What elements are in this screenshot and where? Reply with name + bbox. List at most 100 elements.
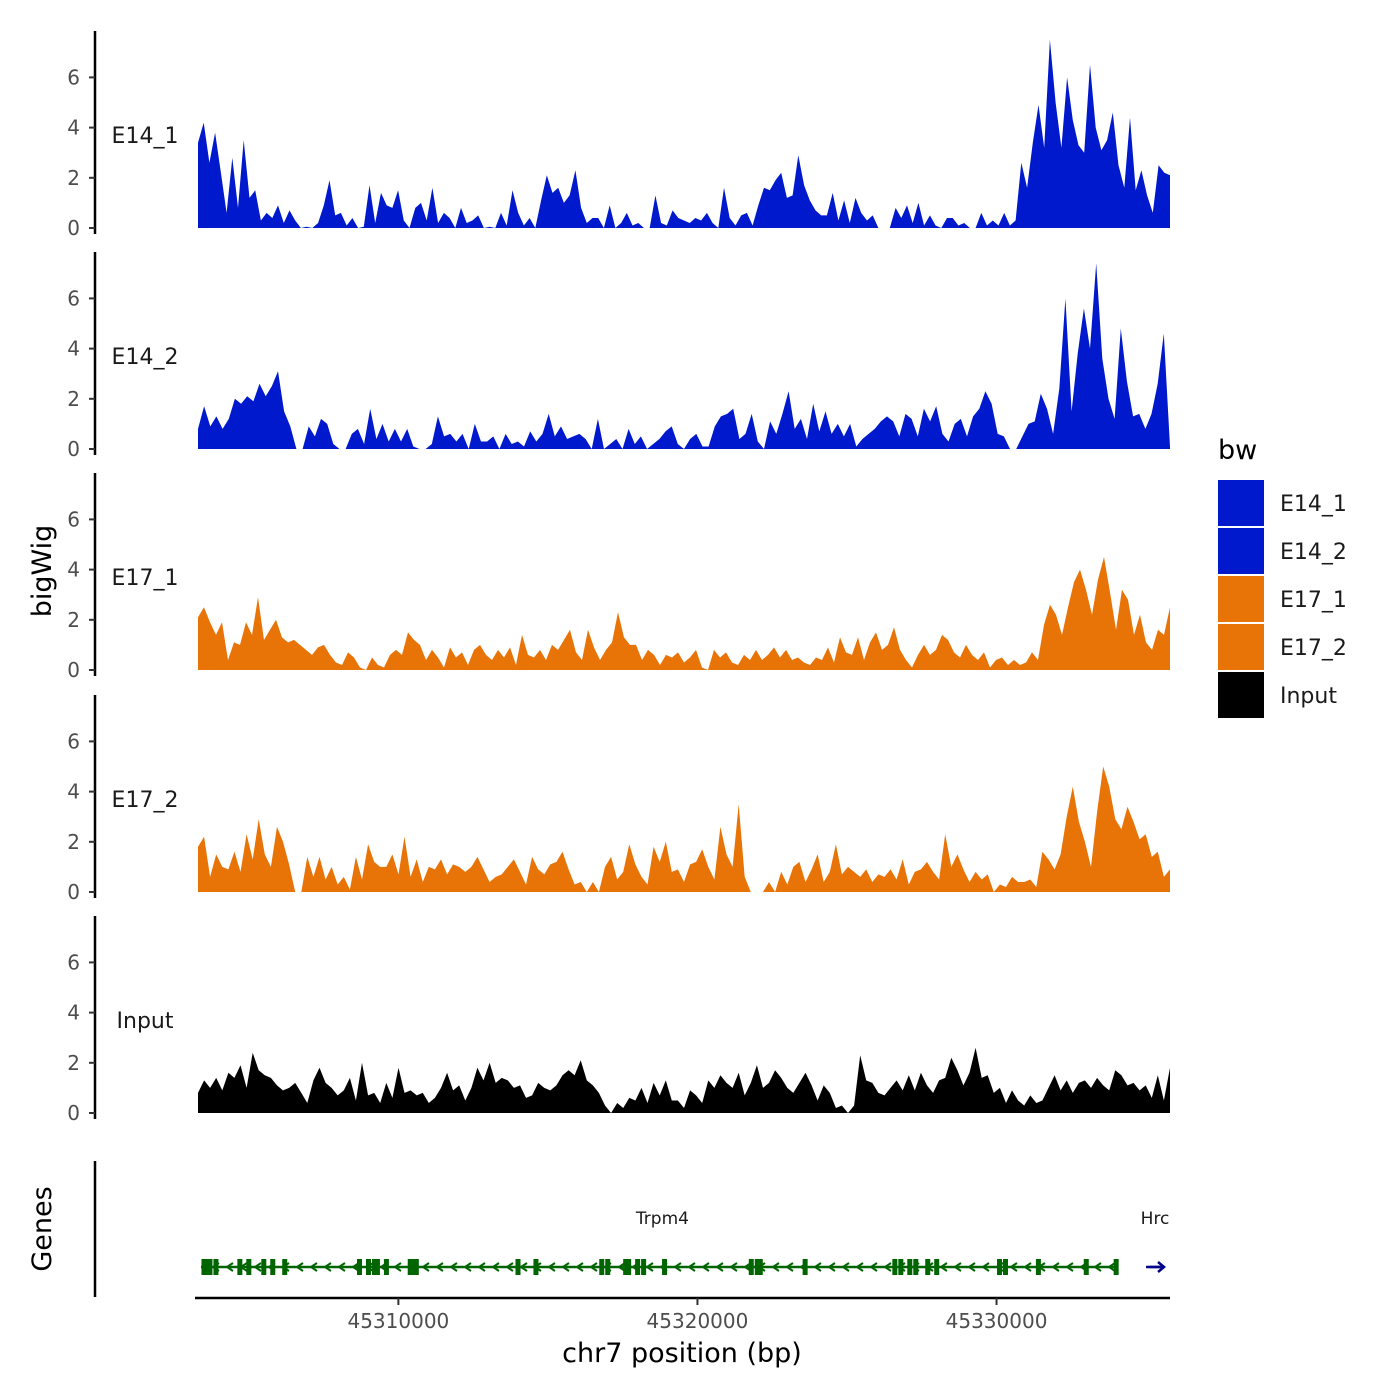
strand-arrow <box>1093 1262 1102 1272</box>
y-tick-label: 2 <box>67 166 80 190</box>
strand-arrow <box>337 1262 346 1272</box>
y-axis-title: bigWig <box>27 525 58 618</box>
track-panel-e14_1: 0 2 4 6 E14_1 <box>67 31 1170 240</box>
exon <box>907 1259 913 1275</box>
strand-arrow <box>463 1262 472 1272</box>
y-tick-label: 2 <box>67 1051 80 1075</box>
strand-arrow <box>883 1262 892 1272</box>
legend-item-e14_2: E14_2 <box>1218 528 1347 574</box>
x-axis: 45310000 45320000 45330000 <box>195 1296 1170 1333</box>
y-tick-label: 4 <box>67 558 80 582</box>
exon <box>237 1259 243 1275</box>
track-panel-e14_2: 0 2 4 6 E14_2 <box>67 252 1170 461</box>
y-tick-label: 4 <box>67 780 80 804</box>
legend-items: E14_1 E14_2 E17_1 E17_2 Input <box>1218 480 1347 718</box>
exon <box>1003 1259 1009 1275</box>
exon <box>270 1259 276 1275</box>
strand-arrow <box>953 1262 962 1272</box>
exon <box>997 1259 1003 1275</box>
strand-arrow <box>225 1262 234 1272</box>
strand-arrow <box>393 1262 402 1272</box>
strand-arrow <box>827 1262 836 1272</box>
y-tick-label: 2 <box>67 387 80 411</box>
legend-item-e14_1: E14_1 <box>1218 480 1347 526</box>
strand-arrow <box>687 1262 696 1272</box>
track-label: E14_1 <box>112 124 179 149</box>
strand-arrow <box>785 1262 794 1272</box>
exon <box>641 1259 647 1275</box>
exon <box>383 1259 389 1275</box>
strand-arrow <box>981 1262 990 1272</box>
strand-arrow <box>673 1262 682 1272</box>
strand-arrow <box>561 1262 570 1272</box>
exon <box>623 1259 629 1275</box>
strand-arrow <box>701 1262 710 1272</box>
strand-arrow <box>309 1262 318 1272</box>
exon <box>1083 1259 1089 1275</box>
y-tick-label: 0 <box>67 880 80 904</box>
strand-arrow <box>547 1262 556 1272</box>
y-tick-label: 6 <box>67 286 80 310</box>
strand-arrow <box>253 1262 262 1272</box>
track-panel-e17_2: 0 2 4 6 E17_2 <box>67 695 1170 904</box>
strand-arrow <box>729 1262 738 1272</box>
strand-arrow <box>1023 1262 1032 1272</box>
y-tick-label: 4 <box>67 1001 80 1025</box>
track-label: E17_2 <box>112 788 179 813</box>
y-tick-label: 2 <box>67 830 80 854</box>
exon <box>365 1259 371 1275</box>
strand-arrow <box>715 1262 724 1272</box>
y-tick-label: 4 <box>67 337 80 361</box>
y-tick-label: 0 <box>67 216 80 240</box>
legend-swatch <box>1218 528 1264 574</box>
legend-label: E17_2 <box>1280 636 1347 661</box>
strand-arrow <box>505 1262 514 1272</box>
y-tick-label: 0 <box>67 437 80 461</box>
y-tick-label: 0 <box>67 658 80 682</box>
exon <box>605 1259 611 1275</box>
exon <box>407 1259 419 1275</box>
gene-label: Hrc <box>1141 1209 1170 1229</box>
legend-swatch <box>1218 672 1264 718</box>
strand-arrow <box>323 1262 332 1272</box>
strand-arrow <box>841 1262 850 1272</box>
strand-arrow <box>855 1262 864 1272</box>
track-label: E14_2 <box>112 345 179 370</box>
gene-trpm4: Trpm4 <box>200 1209 1119 1275</box>
strand-arrow <box>519 1262 528 1272</box>
exon <box>626 1259 632 1275</box>
exon <box>757 1259 763 1275</box>
strand-arrow <box>295 1262 304 1272</box>
strand-arrow <box>617 1262 626 1272</box>
track-label: Input <box>117 1009 174 1034</box>
strand-arrow <box>589 1262 598 1272</box>
y-tick-label: 0 <box>67 1101 80 1125</box>
x-tick-label: 45320000 <box>647 1309 749 1333</box>
strand-arrow <box>1065 1262 1074 1272</box>
signal-area-e17_1 <box>198 557 1170 670</box>
exon <box>261 1259 267 1275</box>
exon <box>802 1259 808 1275</box>
tracks-layer: 0 2 4 6 E14_1 0 2 4 6 E14_2 0 2 4 6 E17_1 0 2 4 6 E17_2 0 2 4 6… <box>67 31 1170 1125</box>
exon <box>356 1259 362 1275</box>
y-tick-label: 6 <box>67 507 80 531</box>
x-tick-label: 45310000 <box>347 1309 449 1333</box>
signal-area-e14_2 <box>198 263 1170 449</box>
exon <box>934 1259 940 1275</box>
exon <box>925 1259 931 1275</box>
genes-layer: Trpm4 Hrc <box>93 1161 1170 1297</box>
legend-label: E14_1 <box>1280 492 1347 517</box>
y-tick-label: 2 <box>67 608 80 632</box>
genes-axis-title: Genes <box>27 1186 58 1271</box>
x-tick-label: 45330000 <box>946 1309 1048 1333</box>
strand-arrow <box>1157 1261 1166 1273</box>
strand-arrow <box>575 1262 584 1272</box>
strand-arrow <box>1051 1262 1060 1272</box>
exon <box>371 1259 377 1275</box>
legend-title: bw <box>1218 435 1257 466</box>
strand-arrow <box>449 1262 458 1272</box>
track-panel-input: 0 2 4 6 Input <box>67 916 1170 1125</box>
legend-swatch <box>1218 480 1264 526</box>
strand-arrow <box>1009 1262 1018 1272</box>
